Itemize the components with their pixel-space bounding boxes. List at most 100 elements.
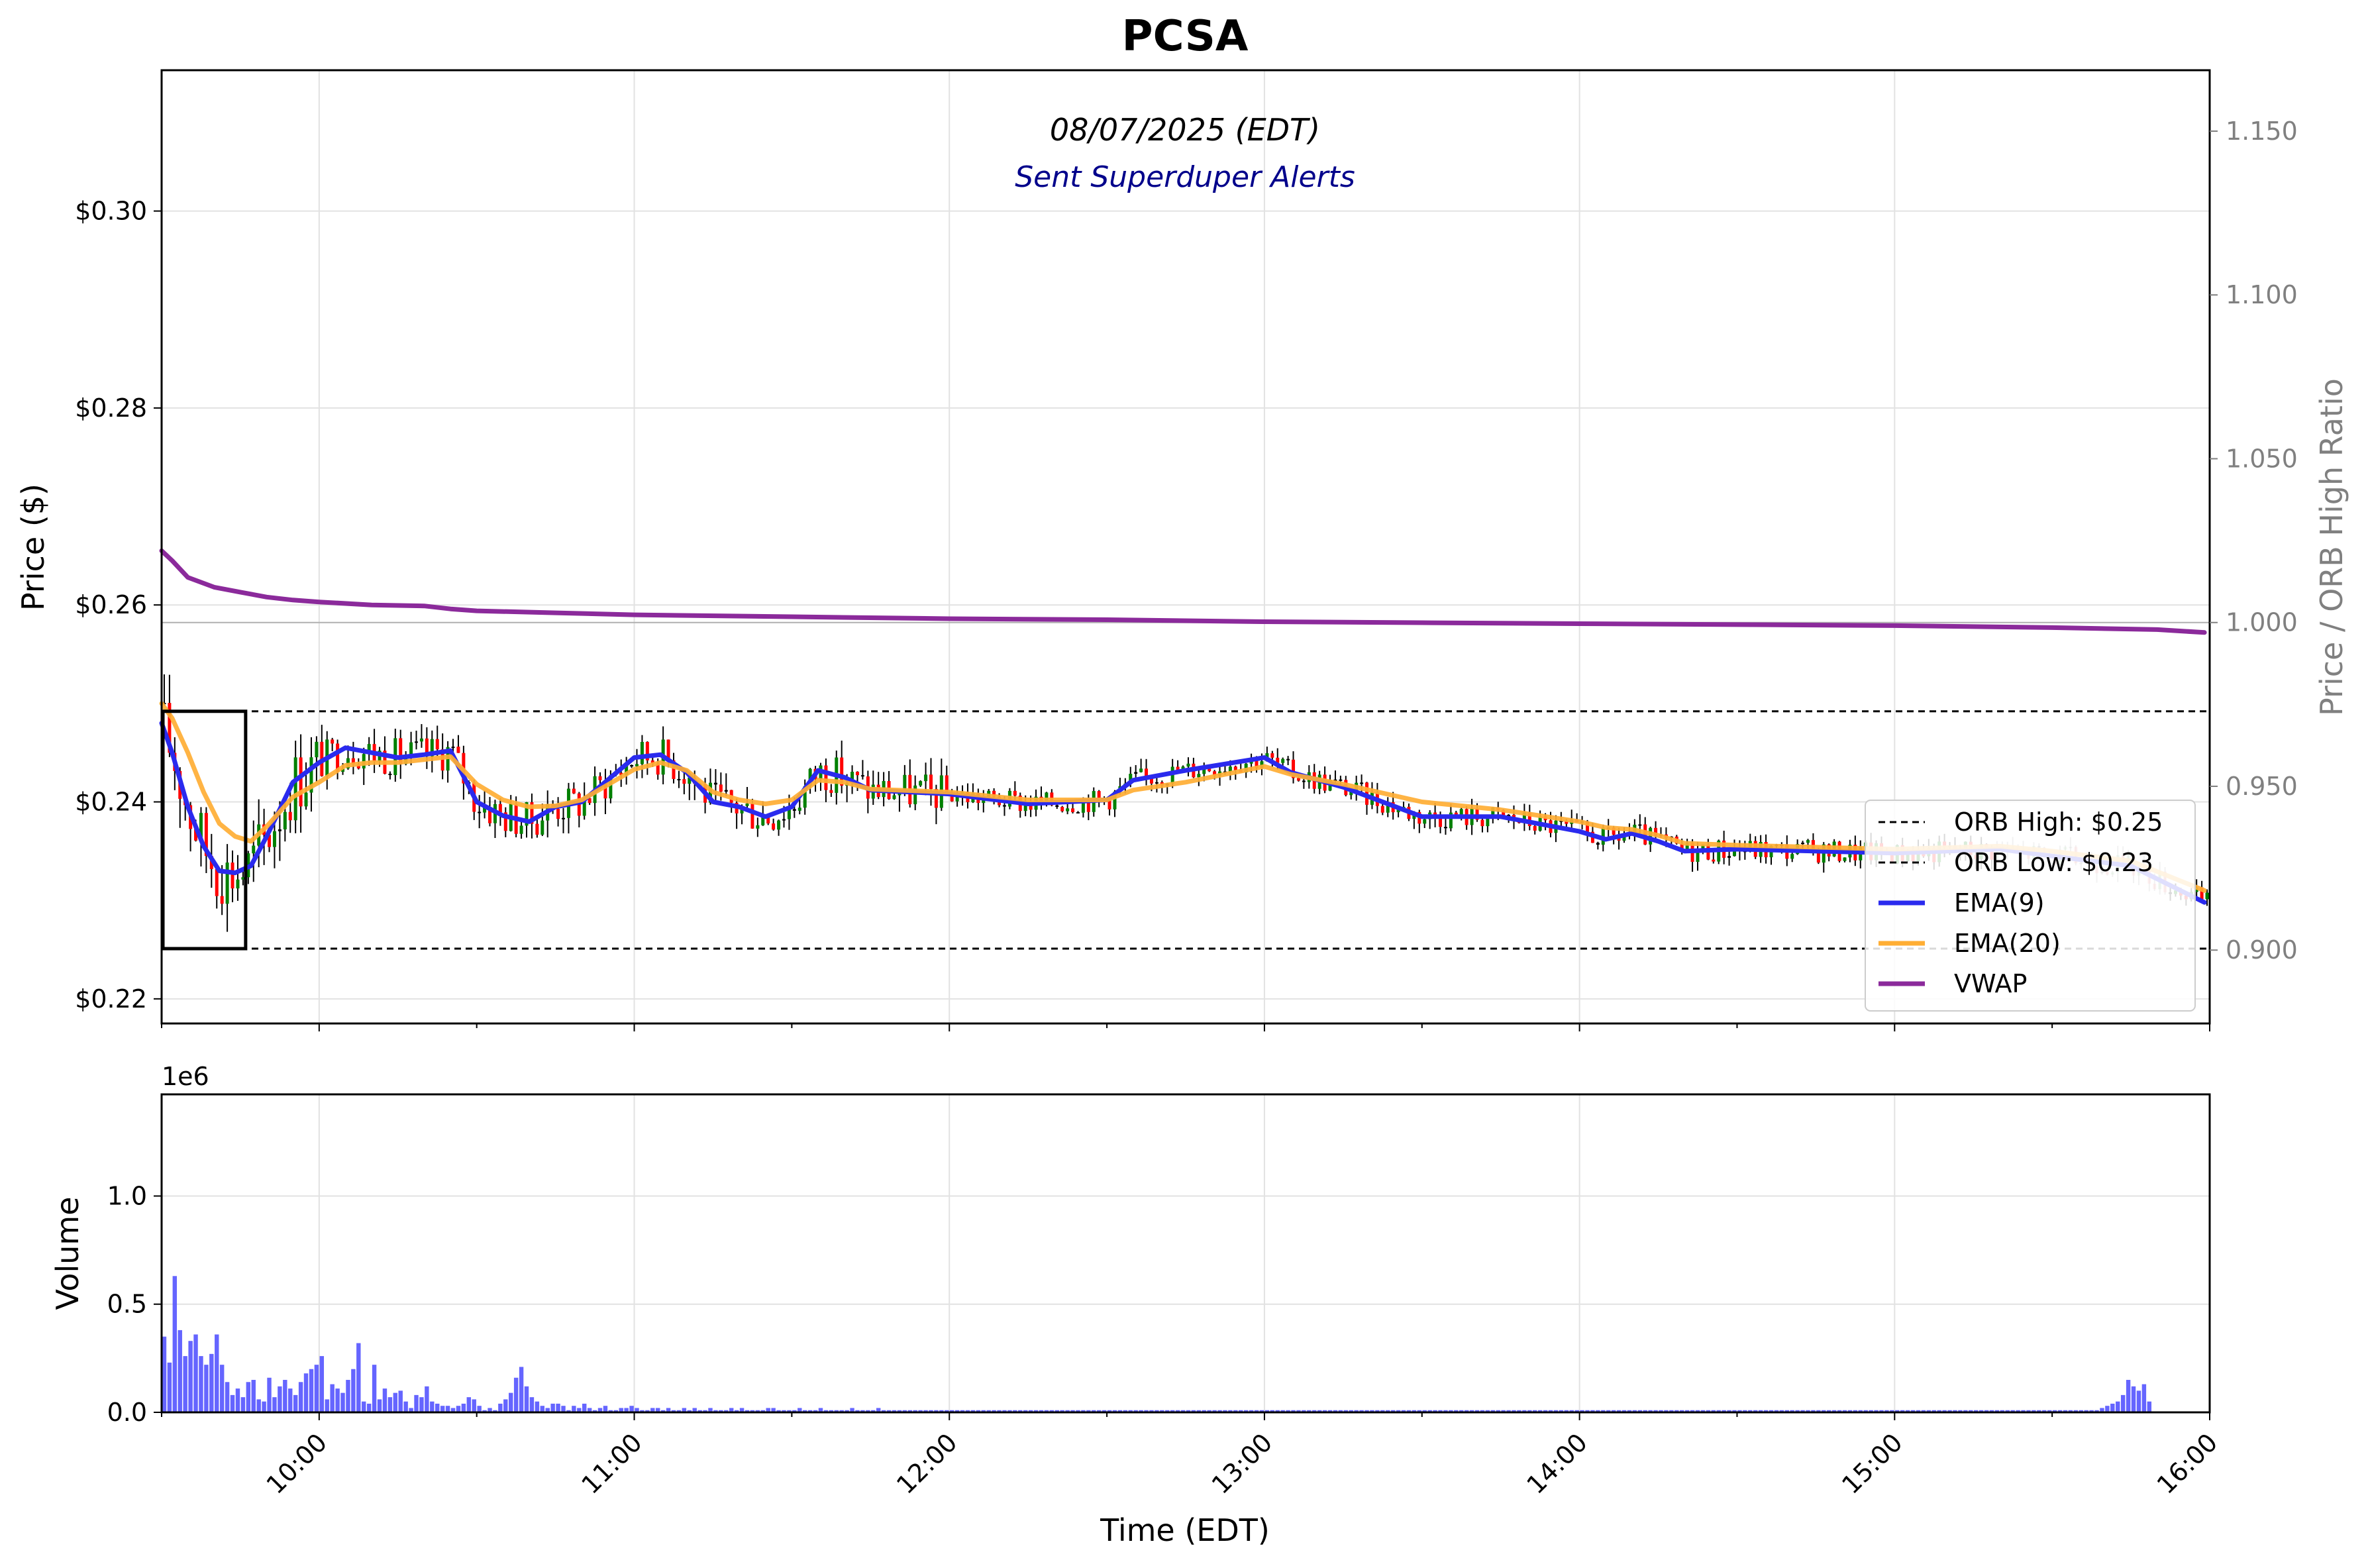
candle-body <box>1129 774 1133 784</box>
volume-bar <box>1548 1410 1553 1412</box>
volume-bar <box>1474 1410 1480 1412</box>
candle-body <box>1801 843 1805 845</box>
volume-bar <box>1270 1410 1275 1412</box>
volume-bar <box>1879 1410 1884 1412</box>
volume-bar <box>293 1394 298 1412</box>
candle-body <box>503 812 507 831</box>
volume-bar <box>876 1408 881 1412</box>
volume-bar <box>860 1410 865 1412</box>
candle-body <box>535 823 539 835</box>
volume-bar <box>871 1410 876 1412</box>
volume-bar <box>834 1410 839 1412</box>
candle-body <box>199 813 203 841</box>
candle-body <box>798 808 801 811</box>
candle-body <box>635 764 639 766</box>
volume-bar <box>703 1410 707 1412</box>
candle-body <box>194 829 198 841</box>
volume-bar <box>1931 1410 1936 1412</box>
volume-bar <box>1280 1410 1285 1412</box>
candle-body <box>1113 791 1117 810</box>
volume-bar <box>524 1386 529 1412</box>
volume-bar <box>1459 1410 1464 1412</box>
volume-bar <box>1700 1410 1706 1412</box>
volume-bar <box>183 1356 187 1412</box>
volume-bar <box>1973 1410 1979 1412</box>
volume-bar <box>1732 1410 1737 1412</box>
candle-body <box>299 757 303 807</box>
volume-bar <box>1412 1410 1417 1412</box>
candle-body <box>1638 824 1642 826</box>
volume-bar <box>1822 1410 1826 1412</box>
candle-body <box>950 793 954 802</box>
ratio-ytick-label: 1.150 <box>2226 117 2298 146</box>
volume-bar <box>1333 1410 1338 1412</box>
price-axes-frame <box>160 69 2211 1025</box>
volume-bar <box>1758 1410 1763 1412</box>
legend-label-ema20: EMA(20) <box>1954 929 2061 958</box>
x-axis-label: Time (EDT) <box>1100 1512 1270 1548</box>
ema9-line <box>159 721 2207 905</box>
volume-bar <box>881 1410 886 1412</box>
volume-bar <box>1984 1410 1989 1412</box>
volume-bar <box>1076 1410 1080 1412</box>
volume-bar <box>1632 1410 1637 1412</box>
volume-bar <box>1243 1410 1249 1412</box>
volume-bar <box>393 1392 398 1412</box>
volume-bar <box>1023 1410 1028 1412</box>
volume-bar <box>1921 1410 1926 1412</box>
candle-body <box>1559 820 1563 822</box>
volume-bar <box>1800 1410 1805 1412</box>
volume-bar <box>1564 1410 1569 1412</box>
candle-body <box>1339 779 1343 781</box>
volume-bar <box>356 1343 361 1412</box>
volume-bar <box>488 1408 492 1412</box>
volume-bar <box>1312 1410 1317 1412</box>
volume-bar <box>262 1401 266 1412</box>
candle-body <box>792 809 796 811</box>
volume-bar <box>929 1410 933 1412</box>
volume-bar <box>792 1410 797 1412</box>
volume-bar <box>1449 1410 1453 1412</box>
volume-bar <box>687 1410 692 1412</box>
volume-bar <box>1065 1410 1070 1412</box>
volume-bar <box>1585 1410 1590 1412</box>
volume-bar <box>1611 1410 1616 1412</box>
candle-body <box>598 776 602 780</box>
volume-bar <box>1979 1410 1984 1412</box>
volume-bar <box>1302 1410 1306 1412</box>
date-annotation: 08/07/2025 (EDT) <box>1050 112 1320 148</box>
volume-ytick-label: 0.5 <box>107 1290 147 1319</box>
price-lines <box>159 548 2207 905</box>
volume-bar <box>897 1410 902 1412</box>
volume-bar <box>267 1377 272 1412</box>
legend-frame <box>1865 800 2196 1012</box>
volume-bar <box>1842 1410 1847 1412</box>
volume-bar <box>1033 1410 1039 1412</box>
candle-body <box>1475 808 1479 820</box>
candle-body <box>1055 805 1059 808</box>
volume-bar <box>1963 1410 1968 1412</box>
volume-bar <box>1527 1410 1532 1412</box>
volume-bar <box>1149 1410 1154 1412</box>
volume-bar <box>1853 1410 1858 1412</box>
candle-body <box>1081 800 1085 813</box>
volume-bars <box>162 1276 2152 1412</box>
candle-body <box>1502 810 1506 816</box>
candle-body <box>1134 772 1138 774</box>
volume-bar <box>472 1399 476 1412</box>
volume-bar <box>219 1365 225 1412</box>
volume-bar <box>1212 1410 1217 1412</box>
volume-bar <box>1191 1410 1196 1412</box>
candle-body <box>1527 812 1531 826</box>
candle-body <box>288 811 292 821</box>
candle-body <box>1565 821 1569 824</box>
candle-body <box>478 811 482 813</box>
volume-bar <box>739 1408 745 1412</box>
volume-bar <box>1186 1410 1191 1412</box>
volume-bar <box>1469 1410 1474 1412</box>
volume-bar <box>1559 1410 1564 1412</box>
volume-bar <box>1643 1410 1647 1412</box>
volume-bar <box>640 1410 644 1412</box>
volume-bar <box>1706 1410 1711 1412</box>
